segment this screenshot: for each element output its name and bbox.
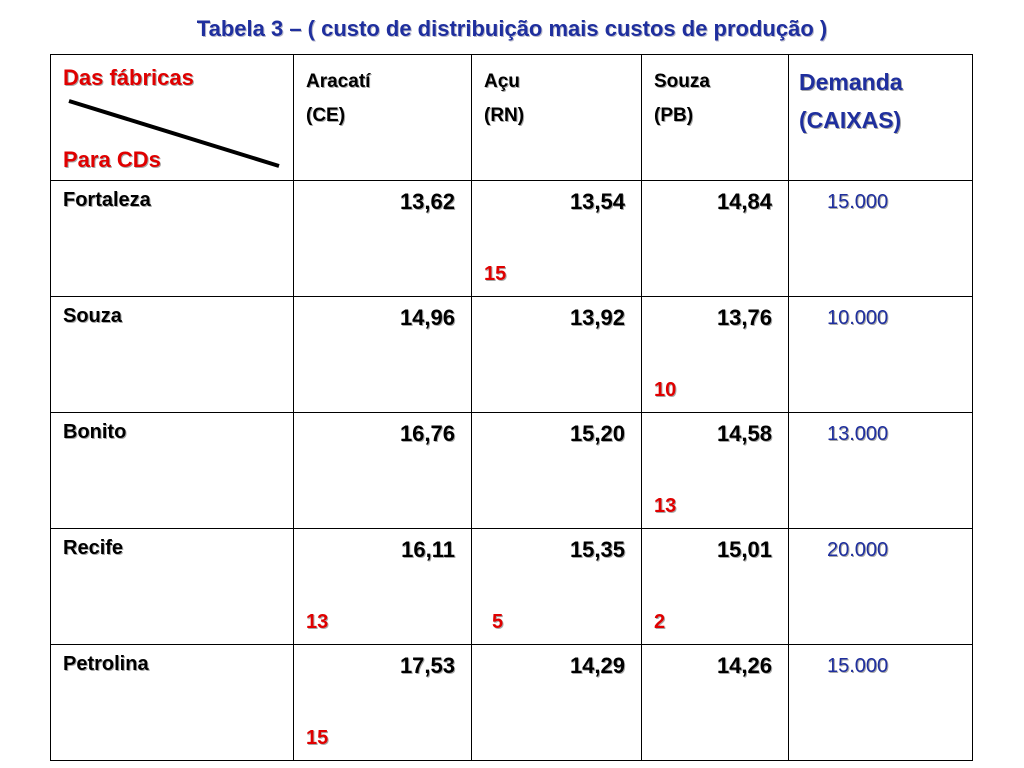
cd-name: Fortaleza xyxy=(63,189,151,211)
page-title: Tabela 3 – ( custo de distribuição mais … xyxy=(196,16,828,41)
corner-label-from: Das fábricas xyxy=(63,65,194,90)
plant-header-souza: Souza (PB) xyxy=(641,54,789,181)
plant-state: (PB) xyxy=(654,105,694,126)
corner-cell: Das fábricas Para CDs xyxy=(50,54,294,181)
cost-value: 15,01 xyxy=(716,537,772,562)
cost-value: 15,20 xyxy=(569,421,625,446)
cost-value: 14,58 xyxy=(716,421,772,446)
plant-header-acu: Açu (RN) xyxy=(471,54,642,181)
plant-name: Souza xyxy=(654,71,710,92)
plant-name: Açu xyxy=(484,71,520,92)
cost-value: 14,84 xyxy=(716,189,772,214)
cd-name: Recife xyxy=(63,537,124,559)
demand-header: Demanda (CAIXAS) xyxy=(788,54,973,181)
cost-value: 13,54 xyxy=(569,189,625,214)
cost-value: 13,92 xyxy=(569,305,625,330)
table-row: Fortaleza 13,62 13,54 15 14,84 15.000 xyxy=(50,180,973,297)
plant-name: Aracatí xyxy=(306,71,371,92)
table-row: Souza 14,96 13,92 13,76 10 10.000 xyxy=(50,296,973,413)
allocation-value: 2 xyxy=(654,611,666,633)
cost-value: 14,96 xyxy=(399,305,455,330)
plant-state: (CE) xyxy=(306,105,346,126)
demand-header-unit: (CAIXAS) xyxy=(799,107,902,133)
allocation-value: 10 xyxy=(654,379,677,401)
table-row: Recife 16,11 13 15,35 5 15,01 2 20.000 xyxy=(50,528,973,645)
demand-value: 20.000 xyxy=(827,539,889,561)
plant-header-aracati: Aracatí (CE) xyxy=(293,54,472,181)
demand-value: 15.000 xyxy=(827,191,889,213)
cost-value: 17,53 xyxy=(399,653,455,678)
cd-name: Bonito xyxy=(63,421,127,443)
demand-value: 15.000 xyxy=(827,655,889,677)
cd-name: Souza xyxy=(63,305,122,327)
table-row: Petrolina 17,53 15 14,29 14,26 15.000 xyxy=(50,644,973,761)
cost-value: 14,29 xyxy=(569,653,625,678)
cd-name: Petrolina xyxy=(63,653,149,675)
cost-table: Das fábricas Para CDs Aracatí (CE) Açu (RN… xyxy=(50,54,973,761)
corner-label-to: Para CDs xyxy=(63,147,161,172)
header-row: Das fábricas Para CDs Aracatí (CE) Açu (RN… xyxy=(50,54,973,181)
cost-value: 15,35 xyxy=(569,537,625,562)
cost-value: 13,62 xyxy=(399,189,455,214)
allocation-value: 15 xyxy=(484,263,507,285)
plant-state: (RN) xyxy=(484,105,525,126)
table-row: Bonito 16,76 15,20 14,58 13 13.000 xyxy=(50,412,973,529)
allocation-value: 13 xyxy=(654,495,677,517)
cost-value: 14,26 xyxy=(716,653,772,678)
allocation-value: 15 xyxy=(306,727,329,749)
demand-value: 13.000 xyxy=(827,423,889,445)
cost-value: 16,11 xyxy=(401,537,455,562)
diagonal-divider xyxy=(68,99,280,168)
allocation-value: 13 xyxy=(306,611,329,633)
demand-header-label: Demanda xyxy=(799,69,903,95)
cost-value: 13,76 xyxy=(716,305,772,330)
demand-value: 10.000 xyxy=(827,307,889,329)
allocation-value: 5 xyxy=(492,611,504,633)
cost-value: 16,76 xyxy=(399,421,455,446)
